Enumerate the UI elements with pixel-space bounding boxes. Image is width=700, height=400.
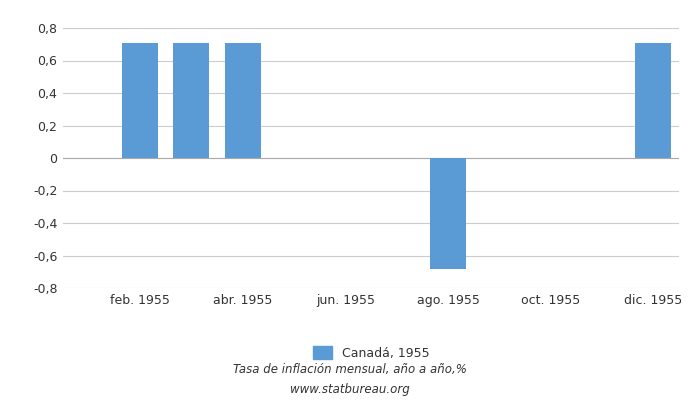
- Legend: Canadá, 1955: Canadá, 1955: [308, 341, 434, 365]
- Bar: [225, 43, 260, 158]
- Text: Tasa de inflación mensual, año a año,%: Tasa de inflación mensual, año a año,%: [233, 364, 467, 376]
- Bar: [430, 158, 466, 268]
- Bar: [636, 43, 671, 158]
- Bar: [174, 43, 209, 158]
- Text: www.statbureau.org: www.statbureau.org: [290, 384, 410, 396]
- Bar: [122, 43, 158, 158]
